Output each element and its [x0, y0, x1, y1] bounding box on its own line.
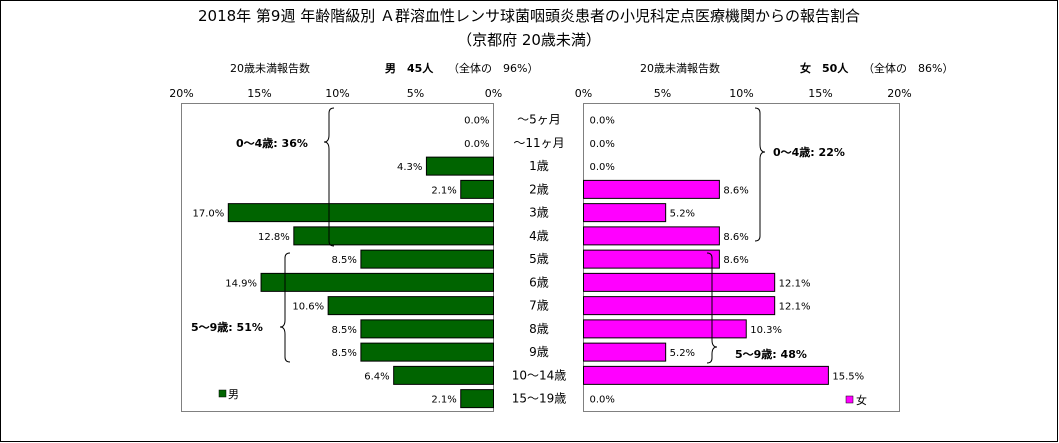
male-tick-label: 15% — [247, 87, 271, 100]
male-bar — [360, 249, 494, 269]
male-value-label: 6.4% — [364, 371, 389, 382]
category-label: 15～19歳 — [512, 392, 567, 406]
male-value-labels: 0.0% 0.0% 4.3% 2.1% 17.0% 12.8% 8.5% 14.9% 10.6%… — [193, 116, 490, 406]
male-legend-swatch — [218, 389, 227, 398]
male-value-label: 2.1% — [431, 395, 456, 406]
female-value-label: 0.0% — [590, 395, 615, 406]
female-bar — [583, 319, 747, 339]
male-tick-label: 20% — [169, 87, 193, 100]
male-tick-label: 5% — [407, 87, 424, 100]
female-value-label: 12.1% — [779, 302, 811, 313]
male-bar — [460, 389, 494, 409]
male-bar — [360, 319, 494, 339]
female-axis-ticks: 0% 5% 10% 15% 20% — [575, 87, 912, 100]
female-bars — [583, 179, 829, 385]
male-bar — [460, 179, 494, 199]
female-brace-5-9 — [706, 252, 718, 364]
male-header-share: （全体の 96%） — [448, 61, 538, 75]
female-group-0-4: 0～4歳: 22% — [773, 145, 845, 159]
male-value-label: 12.8% — [258, 232, 290, 243]
male-bar — [227, 203, 495, 223]
female-value-labels: 0.0% 0.0% 0.0% 8.6% 5.2% 8.6% 8.6% 12.1% 12.1% 10… — [590, 116, 865, 406]
female-value-label: 8.6% — [723, 255, 748, 266]
male-brace-0-4 — [323, 107, 335, 247]
female-bar — [583, 249, 720, 269]
female-group-5-9: 5～9歳: 48% — [735, 347, 807, 361]
female-tick-label: 5% — [654, 87, 671, 100]
male-brace-5-9 — [279, 252, 291, 363]
male-bar — [293, 226, 494, 246]
male-group-5-9: 5～9歳: 51% — [191, 320, 263, 334]
category-label: 4歳 — [529, 229, 549, 243]
female-value-label: 0.0% — [590, 162, 615, 173]
category-label: 3歳 — [529, 206, 549, 220]
female-legend-label: 女 — [856, 393, 867, 407]
female-brace-0-4 — [754, 107, 766, 242]
category-label: 6歳 — [529, 275, 549, 289]
male-legend-label: 男 — [228, 388, 239, 401]
category-labels: ～5ヶ月 ～11ヶ月 1歳 2歳 3歳 4歳 5歳 6歳 7歳 8歳 9歳 10～14歳 15～19歳 — [512, 113, 567, 406]
female-bar — [583, 272, 776, 292]
female-header-label: 20歳未満報告数 — [640, 62, 720, 75]
female-value-label: 15.5% — [832, 371, 864, 382]
male-value-label: 10.6% — [292, 302, 324, 313]
category-label: 10～14歳 — [512, 368, 567, 382]
category-label: 1歳 — [529, 159, 549, 173]
female-bar — [583, 226, 720, 246]
male-bars — [227, 156, 495, 409]
male-group-0-4: 0～4歳: 36% — [236, 136, 308, 150]
female-tick-label: 0% — [575, 87, 592, 100]
female-tick-label: 10% — [729, 87, 753, 100]
female-header-share: （全体の 86%） — [863, 61, 953, 75]
chart-title: 2018年 第9週 年齢階級別 Ａ群溶血性レンサ球菌咽頭炎患者の小児科定点医療機… — [198, 7, 860, 25]
male-value-label: 4.3% — [397, 162, 422, 173]
female-value-label: 5.2% — [670, 348, 695, 359]
female-bar — [583, 179, 720, 199]
male-bar — [260, 272, 494, 292]
category-label: 8歳 — [529, 322, 549, 336]
category-label: ～5ヶ月 — [517, 113, 561, 127]
male-tick-label: 10% — [325, 87, 349, 100]
male-value-label: 14.9% — [225, 278, 257, 289]
female-bar — [583, 296, 776, 316]
female-bar — [583, 203, 667, 223]
male-bar — [393, 365, 494, 385]
male-value-label: 17.0% — [193, 209, 225, 220]
category-label: ～11ヶ月 — [513, 136, 564, 150]
female-tick-label: 15% — [808, 87, 832, 100]
male-bar — [425, 156, 495, 176]
female-value-label: 8.6% — [723, 232, 748, 243]
male-header-label: 20歳未満報告数 — [230, 62, 310, 75]
female-bar — [583, 365, 829, 385]
female-value-label: 12.1% — [779, 278, 811, 289]
female-value-label: 8.6% — [723, 185, 748, 196]
male-value-label: 8.5% — [331, 348, 356, 359]
male-bar — [360, 342, 494, 362]
female-legend-swatch — [845, 395, 854, 404]
male-header-count: 男 45人 — [385, 61, 434, 75]
male-bar — [327, 296, 495, 316]
female-value-label: 5.2% — [670, 209, 695, 220]
female-header-count: 女 50人 — [800, 61, 849, 75]
male-value-label: 0.0% — [464, 139, 489, 150]
female-value-label: 0.0% — [590, 116, 615, 127]
category-label: 5歳 — [529, 252, 549, 266]
female-value-label: 0.0% — [590, 139, 615, 150]
male-value-label: 8.5% — [331, 255, 356, 266]
female-bar — [583, 342, 667, 362]
category-label: 7歳 — [529, 299, 549, 313]
male-value-label: 0.0% — [464, 116, 489, 127]
female-value-label: 10.3% — [750, 325, 782, 336]
male-axis-ticks: 0% 5% 10% 15% 20% — [169, 87, 502, 100]
male-tick-label: 0% — [485, 87, 502, 100]
category-label: 2歳 — [529, 182, 549, 196]
male-value-label: 8.5% — [331, 325, 356, 336]
male-value-label: 2.1% — [431, 185, 456, 196]
chart-subtitle: （京都府 20歳未満） — [457, 31, 601, 49]
category-label: 9歳 — [529, 345, 549, 359]
female-tick-label: 20% — [887, 87, 911, 100]
